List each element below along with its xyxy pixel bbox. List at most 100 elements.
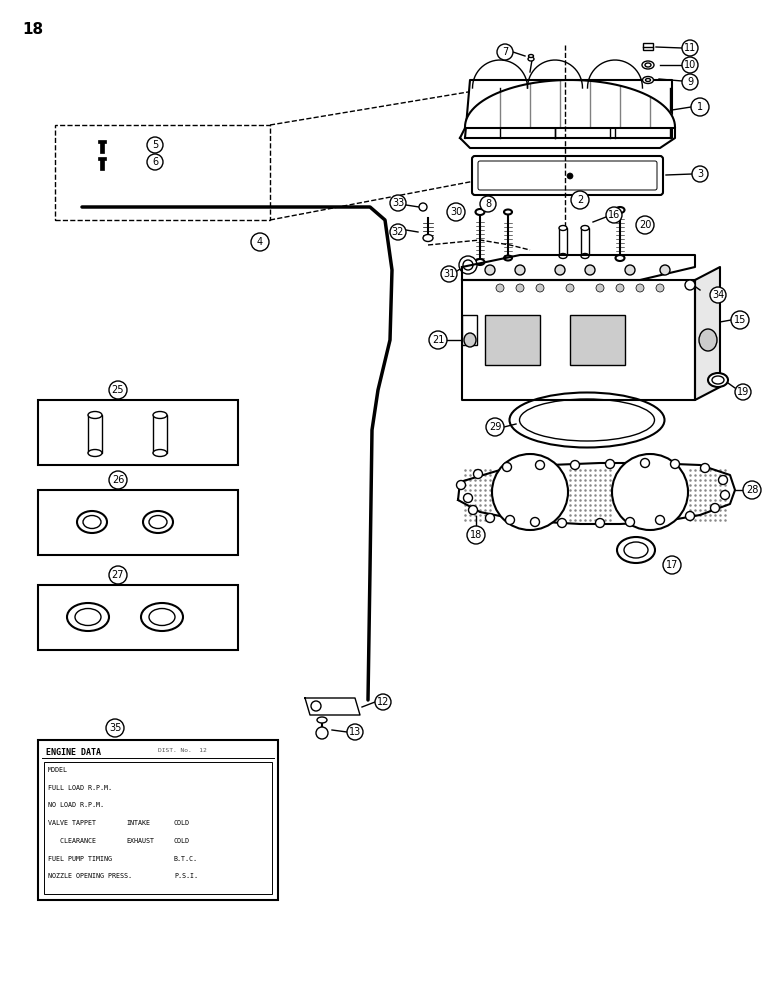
Circle shape xyxy=(555,265,565,275)
Bar xyxy=(38,585,238,650)
Text: NO LOAD R.P.M.: NO LOAD R.P.M. xyxy=(48,802,104,808)
Circle shape xyxy=(595,518,604,528)
Text: 4: 4 xyxy=(257,237,263,247)
Circle shape xyxy=(605,460,615,468)
Text: 18: 18 xyxy=(22,22,43,37)
Circle shape xyxy=(682,40,698,56)
Ellipse shape xyxy=(504,210,512,215)
Ellipse shape xyxy=(88,412,102,418)
Text: 15: 15 xyxy=(734,315,747,325)
Text: FULL LOAD R.P.M.: FULL LOAD R.P.M. xyxy=(48,785,112,791)
Text: COLD: COLD xyxy=(174,838,190,844)
Text: MODEL: MODEL xyxy=(48,767,68,773)
Circle shape xyxy=(473,470,482,479)
Text: FUEL PUMP TIMING: FUEL PUMP TIMING xyxy=(48,856,112,862)
Bar xyxy=(88,415,102,453)
Text: ENGINE DATA: ENGINE DATA xyxy=(46,748,101,757)
Circle shape xyxy=(731,311,749,329)
Circle shape xyxy=(656,284,664,292)
Text: 2: 2 xyxy=(577,195,583,205)
Circle shape xyxy=(347,724,363,740)
Circle shape xyxy=(585,265,595,275)
Bar xyxy=(643,43,653,50)
Circle shape xyxy=(567,173,573,179)
Text: 20: 20 xyxy=(638,220,652,230)
Circle shape xyxy=(536,460,544,470)
Ellipse shape xyxy=(464,333,476,347)
Text: 5: 5 xyxy=(152,140,158,150)
Circle shape xyxy=(663,556,681,574)
Polygon shape xyxy=(305,698,360,715)
Text: 3: 3 xyxy=(697,169,703,179)
Circle shape xyxy=(469,506,478,514)
Bar xyxy=(38,490,238,555)
Circle shape xyxy=(480,196,496,212)
Circle shape xyxy=(636,216,654,234)
Text: 13: 13 xyxy=(349,727,361,737)
Bar xyxy=(38,740,278,900)
Text: DIST. No.  12: DIST. No. 12 xyxy=(158,748,207,753)
Circle shape xyxy=(612,454,688,530)
Text: 31: 31 xyxy=(443,269,455,279)
Text: COLD: COLD xyxy=(174,820,190,826)
Ellipse shape xyxy=(529,54,533,57)
Ellipse shape xyxy=(699,329,717,351)
Ellipse shape xyxy=(83,516,101,528)
Polygon shape xyxy=(462,255,695,280)
Circle shape xyxy=(719,476,727,485)
Circle shape xyxy=(571,191,589,209)
Ellipse shape xyxy=(642,61,654,69)
Ellipse shape xyxy=(615,207,625,213)
Circle shape xyxy=(596,284,604,292)
Text: 21: 21 xyxy=(432,335,444,345)
Ellipse shape xyxy=(645,63,651,67)
Text: INTAKE: INTAKE xyxy=(126,820,150,826)
Circle shape xyxy=(390,224,406,240)
Text: B.T.C.: B.T.C. xyxy=(174,856,198,862)
Circle shape xyxy=(671,460,679,468)
Circle shape xyxy=(557,518,567,528)
Text: EXHAUST: EXHAUST xyxy=(126,838,154,844)
Circle shape xyxy=(459,256,477,274)
Bar xyxy=(98,157,106,160)
Circle shape xyxy=(109,471,127,489)
Circle shape xyxy=(441,266,457,282)
Circle shape xyxy=(106,719,124,737)
Ellipse shape xyxy=(88,450,102,456)
Text: 30: 30 xyxy=(450,207,462,217)
Circle shape xyxy=(606,207,622,223)
Circle shape xyxy=(685,280,695,290)
Ellipse shape xyxy=(423,234,433,241)
Ellipse shape xyxy=(67,603,109,631)
Text: 29: 29 xyxy=(489,422,501,432)
Circle shape xyxy=(109,566,127,584)
Circle shape xyxy=(636,284,644,292)
Circle shape xyxy=(516,284,524,292)
Text: 10: 10 xyxy=(684,60,696,70)
Ellipse shape xyxy=(476,209,485,215)
Text: 16: 16 xyxy=(608,210,620,220)
Circle shape xyxy=(682,57,698,73)
Text: 28: 28 xyxy=(746,485,758,495)
Circle shape xyxy=(447,203,465,221)
Circle shape xyxy=(625,518,635,526)
Bar xyxy=(100,141,104,153)
Text: 17: 17 xyxy=(665,560,678,570)
Circle shape xyxy=(316,727,328,739)
Text: 32: 32 xyxy=(392,227,405,237)
Circle shape xyxy=(743,481,761,499)
Text: 9: 9 xyxy=(687,77,693,87)
Polygon shape xyxy=(460,128,675,148)
Bar xyxy=(153,415,167,453)
Circle shape xyxy=(485,265,495,275)
Ellipse shape xyxy=(559,253,567,258)
Ellipse shape xyxy=(645,79,651,82)
Ellipse shape xyxy=(712,376,724,384)
Ellipse shape xyxy=(476,259,485,265)
Text: 18: 18 xyxy=(470,530,482,540)
Circle shape xyxy=(486,418,504,436)
Circle shape xyxy=(147,137,163,153)
Ellipse shape xyxy=(581,226,589,231)
Circle shape xyxy=(710,504,720,512)
Circle shape xyxy=(655,516,665,524)
